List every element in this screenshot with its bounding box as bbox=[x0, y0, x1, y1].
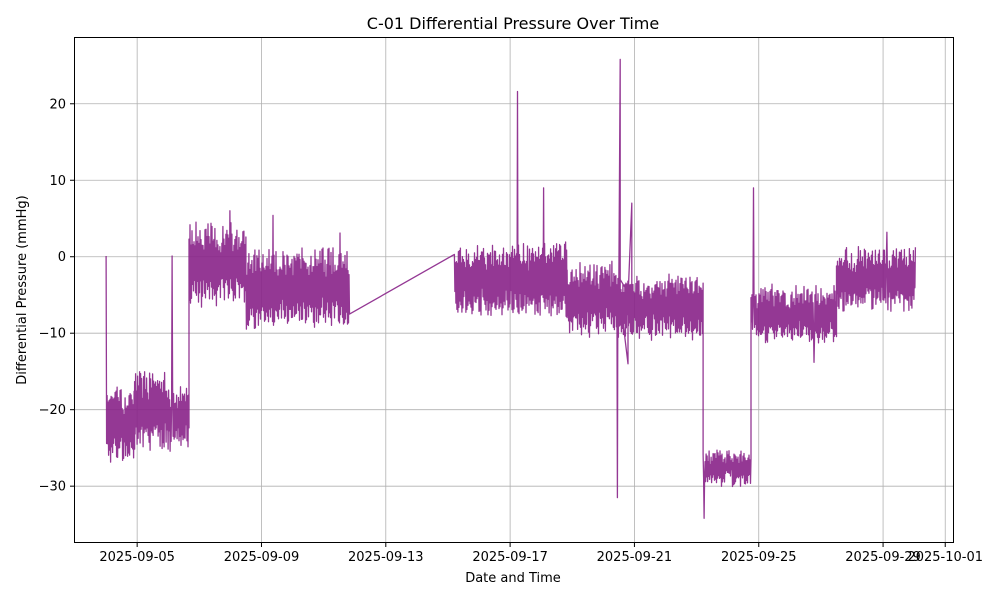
x-tick-label: 2025-09-17 bbox=[472, 550, 548, 565]
x-tick-label: 2025-09-05 bbox=[99, 550, 175, 565]
y-tick-label: −10 bbox=[39, 327, 66, 342]
chart-title: C-01 Differential Pressure Over Time bbox=[367, 14, 659, 33]
x-axis: 2025-09-05 2025-09-09 2025-09-13 2025-09-17… bbox=[99, 542, 983, 565]
x-tick-label: 2025-10-01 bbox=[907, 550, 983, 565]
y-axis-label: Differential Pressure (mmHg) bbox=[15, 195, 30, 384]
x-tick-label: 2025-09-13 bbox=[348, 550, 424, 565]
y-tick-label: −30 bbox=[39, 480, 66, 495]
x-tick-label: 2025-09-25 bbox=[721, 550, 797, 565]
x-tick-label: 2025-09-21 bbox=[597, 550, 673, 565]
y-tick-label: 10 bbox=[49, 174, 66, 189]
series-group bbox=[105, 58, 917, 519]
x-tick-label: 2025-09-29 bbox=[845, 550, 921, 565]
x-axis-label: Date and Time bbox=[465, 571, 561, 586]
series-line bbox=[105, 58, 917, 519]
y-tick-label: 0 bbox=[58, 250, 66, 265]
y-tick-label: 20 bbox=[49, 97, 66, 112]
y-tick-label: −20 bbox=[39, 403, 66, 418]
x-tick-label: 2025-09-09 bbox=[224, 550, 300, 565]
plot-frame bbox=[74, 37, 954, 543]
y-axis: 20 10 0 −10 −20 −30 bbox=[39, 97, 75, 495]
